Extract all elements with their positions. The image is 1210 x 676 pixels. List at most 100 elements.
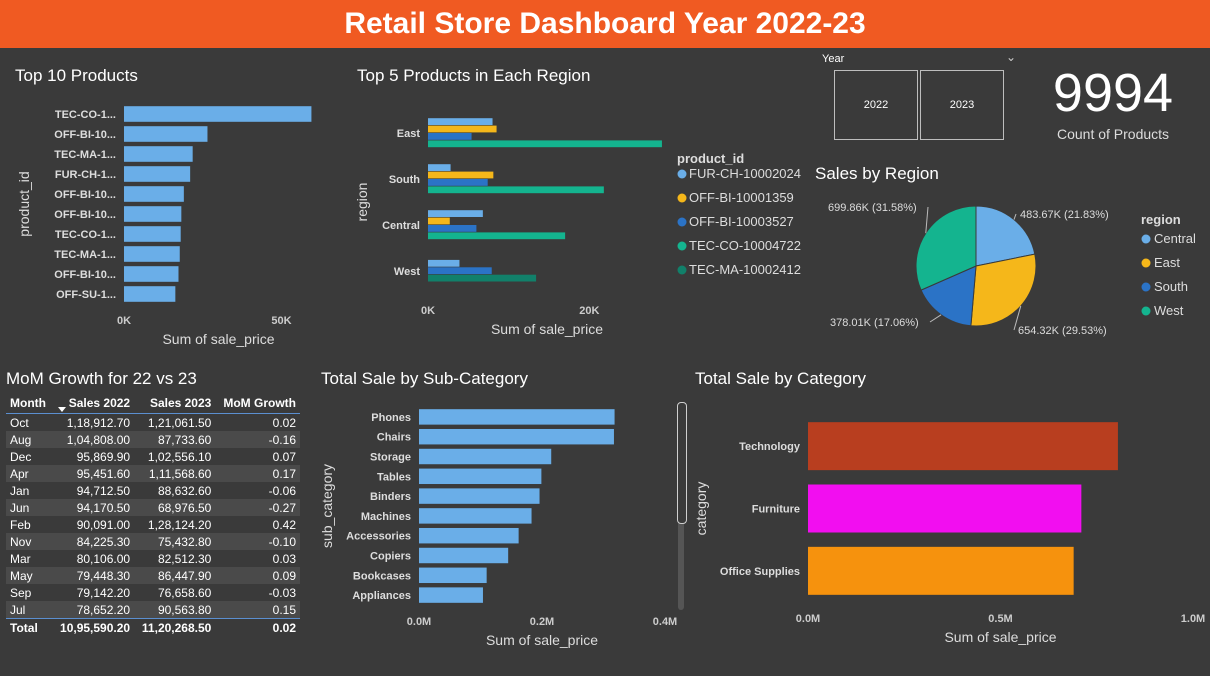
bar[interactable] <box>419 428 614 445</box>
bar[interactable] <box>428 259 460 267</box>
y-axis-label: region <box>354 183 370 222</box>
bar[interactable] <box>428 232 566 240</box>
chevron-down-icon[interactable]: ⌄ <box>1006 50 1017 64</box>
table-cell: 1,02,556.10 <box>147 449 212 464</box>
bar[interactable] <box>428 179 488 186</box>
table-cell: Jul <box>10 602 26 617</box>
y-axis-label: product_id <box>16 171 32 236</box>
bar[interactable] <box>124 186 184 202</box>
bar[interactable] <box>124 246 180 262</box>
bar[interactable] <box>808 422 1118 471</box>
bar[interactable] <box>428 118 493 125</box>
bar[interactable] <box>428 164 451 171</box>
year-2022-button[interactable]: 2022 <box>834 70 918 140</box>
legend-marker <box>1141 282 1151 292</box>
pie-slice[interactable] <box>975 205 1036 267</box>
y-axis-label: sub_category <box>319 464 335 548</box>
bar[interactable] <box>808 546 1074 595</box>
bar[interactable] <box>419 508 532 524</box>
table-row: Nov 84,225.30 75,432.80 -0.10 <box>6 533 300 550</box>
mom-title: MoM Growth for 22 vs 23 <box>6 369 197 388</box>
bar[interactable] <box>419 409 615 425</box>
table-row: Apr 95,451.60 1,11,568.60 0.17 <box>6 465 300 482</box>
bar[interactable] <box>428 267 492 275</box>
table-cell: 0.02 <box>272 415 296 430</box>
subcat-scrollbar-thumb[interactable] <box>677 402 687 524</box>
x-tick-label: 0.5M <box>988 613 1012 625</box>
table-cell: 0.15 <box>272 602 296 617</box>
legend-entry[interactable]: South <box>1154 279 1188 294</box>
column-header[interactable]: Month <box>6 392 53 414</box>
bar[interactable] <box>428 274 537 282</box>
table-cell: Nov <box>10 534 32 549</box>
bar[interactable] <box>419 587 483 603</box>
table-cell: Apr <box>10 466 29 481</box>
bar[interactable] <box>419 527 519 544</box>
bar[interactable] <box>419 567 487 584</box>
bar[interactable] <box>428 217 450 225</box>
pie-slice[interactable] <box>970 253 1037 327</box>
bar[interactable] <box>419 448 552 465</box>
bar[interactable] <box>419 468 542 485</box>
year-2023-button[interactable]: 2023 <box>920 70 1004 140</box>
bar[interactable] <box>428 225 477 232</box>
table-cell: May <box>10 568 33 583</box>
column-header[interactable]: Sales 2022 <box>52 392 135 414</box>
category-label: Phones <box>371 412 411 424</box>
sort-desc-icon[interactable] <box>58 407 66 412</box>
legend-entry[interactable]: FUR-CH-10002024 <box>689 166 801 181</box>
mom-table-header: Month Sales 2022 Sales 2023 MoM Growth <box>6 392 300 414</box>
legend-marker <box>677 265 687 275</box>
subcat-chart: Phones Chairs Storage Tables Binders Machines… <box>319 409 677 648</box>
table-cell: 78,652.20 <box>76 602 131 617</box>
table-cell: 80,106.00 <box>76 551 131 566</box>
table-row: Mar 80,106.00 82,512.30 0.03 <box>6 550 300 567</box>
legend-entry[interactable]: Central <box>1154 231 1196 246</box>
legend-title: product_id <box>677 151 744 166</box>
column-header[interactable]: Sales 2023 <box>134 392 216 414</box>
bar[interactable] <box>124 166 191 182</box>
category-label: OFF-BI-10... <box>54 269 116 281</box>
bar[interactable] <box>124 106 312 122</box>
mom-table-total-row: Total 10,95,590.20 11,20,268.50 0.02 <box>6 618 300 636</box>
top10-chart: TEC-CO-1... OFF-BI-10... TEC-MA-1... FUR-CH… <box>16 106 312 347</box>
legend-entry[interactable]: OFF-BI-10001359 <box>689 190 794 205</box>
legend-entry[interactable]: TEC-CO-10004722 <box>689 238 801 253</box>
table-cell: 87,733.60 <box>157 432 212 447</box>
table-cell: 95,869.90 <box>76 449 131 464</box>
bar[interactable] <box>124 266 179 282</box>
bar[interactable] <box>808 484 1082 533</box>
bar[interactable] <box>428 140 662 148</box>
table-cell: 79,142.20 <box>76 585 131 600</box>
bar[interactable] <box>124 226 181 242</box>
column-header[interactable]: MoM Growth <box>215 392 300 414</box>
category-label: Bookcases <box>353 570 411 582</box>
legend-entry[interactable]: West <box>1154 303 1184 318</box>
category-label: OFF-SU-1... <box>56 289 116 301</box>
bar[interactable] <box>124 286 176 302</box>
legend-entry[interactable]: East <box>1154 255 1180 270</box>
legend-marker <box>677 241 687 251</box>
table-cell: -0.10 <box>268 534 296 549</box>
bar[interactable] <box>419 488 540 504</box>
bar[interactable] <box>428 186 604 194</box>
mom-table: Month Sales 2022 Sales 2023 MoM Growth Oct 1… <box>6 392 300 636</box>
category-label: Tables <box>377 471 411 483</box>
table-cell: Oct <box>10 415 29 430</box>
bar[interactable] <box>428 125 497 133</box>
table-cell: Dec <box>10 449 32 464</box>
table-cell: 1,21,061.50 <box>147 415 212 430</box>
legend-entry[interactable]: OFF-BI-10003527 <box>689 214 794 229</box>
bar[interactable] <box>428 133 472 140</box>
bar[interactable] <box>428 171 494 179</box>
bar[interactable] <box>428 210 483 217</box>
bar[interactable] <box>419 547 509 564</box>
legend-entry[interactable]: TEC-MA-10002412 <box>689 262 801 277</box>
pie-data-label: 483.67K (21.83%) <box>1020 209 1109 221</box>
bar[interactable] <box>124 146 193 162</box>
legend-marker <box>1141 258 1151 268</box>
table-row: Sep 79,142.20 76,658.60 -0.03 <box>6 584 300 601</box>
bar[interactable] <box>124 206 182 222</box>
bar[interactable] <box>124 126 208 142</box>
pie-slice[interactable] <box>915 205 977 291</box>
